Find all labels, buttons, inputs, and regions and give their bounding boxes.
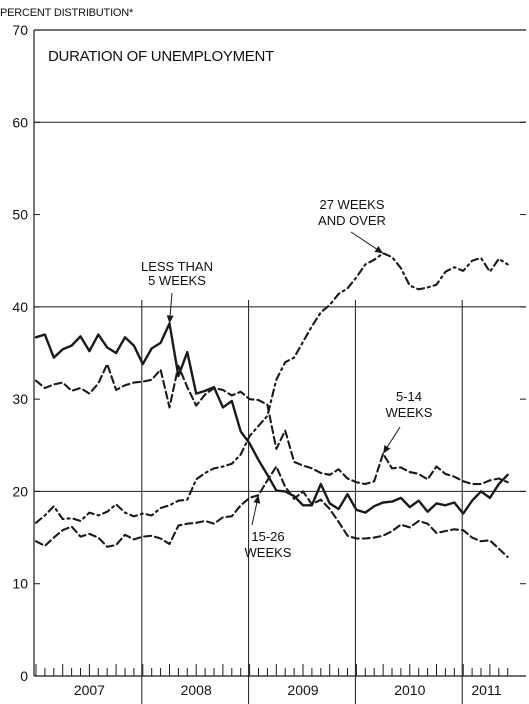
- x-tick-label-2007: 2007: [74, 682, 105, 698]
- y-axis-label: PERCENT DISTRIBUTION*: [0, 7, 134, 19]
- annotation-0-line-1: 5 WEEKS: [148, 273, 206, 288]
- annotation-arrowhead-3: [253, 495, 261, 504]
- x-tick-label-2008: 2008: [181, 682, 212, 698]
- y-tick-label-20: 20: [12, 483, 28, 499]
- y-tick-label-70: 70: [12, 22, 28, 38]
- series-line-5-14-weeks: [34, 363, 509, 486]
- annotation-1-line-0: 27 WEEKS: [319, 197, 384, 212]
- annotation-arrowhead-2: [383, 444, 391, 454]
- series-line-27-weeks-and-over: [34, 252, 509, 524]
- annotation-arrowhead-0: [166, 315, 174, 324]
- annotation-1-line-1: AND OVER: [318, 213, 386, 228]
- x-tick-label-2011: 2011: [471, 682, 501, 698]
- annotation-2-line-0: 5-14: [396, 389, 422, 404]
- y-tick-label-0: 0: [20, 668, 28, 684]
- y-tick-label-50: 50: [12, 207, 28, 223]
- series-line-less-than-5-weeks: [34, 322, 509, 515]
- x-tick-label-2010: 2010: [394, 682, 425, 698]
- annotation-0-line-0: LESS THAN: [141, 259, 213, 274]
- series-line-15-26-weeks: [34, 465, 509, 558]
- x-tick-label-2009: 2009: [287, 682, 318, 698]
- y-tick-label-40: 40: [12, 299, 28, 315]
- annotation-3-line-0: 15-26: [251, 529, 284, 544]
- y-tick-label-30: 30: [12, 391, 28, 407]
- annotation-2-line-1: WEEKS: [386, 405, 433, 420]
- y-tick-label-60: 60: [12, 114, 28, 130]
- y-tick-label-10: 10: [12, 576, 28, 592]
- annotation-arrowhead-1: [374, 245, 384, 254]
- chart-title: DURATION OF UNEMPLOYMENT: [48, 48, 274, 65]
- annotation-3-line-1: WEEKS: [245, 545, 292, 560]
